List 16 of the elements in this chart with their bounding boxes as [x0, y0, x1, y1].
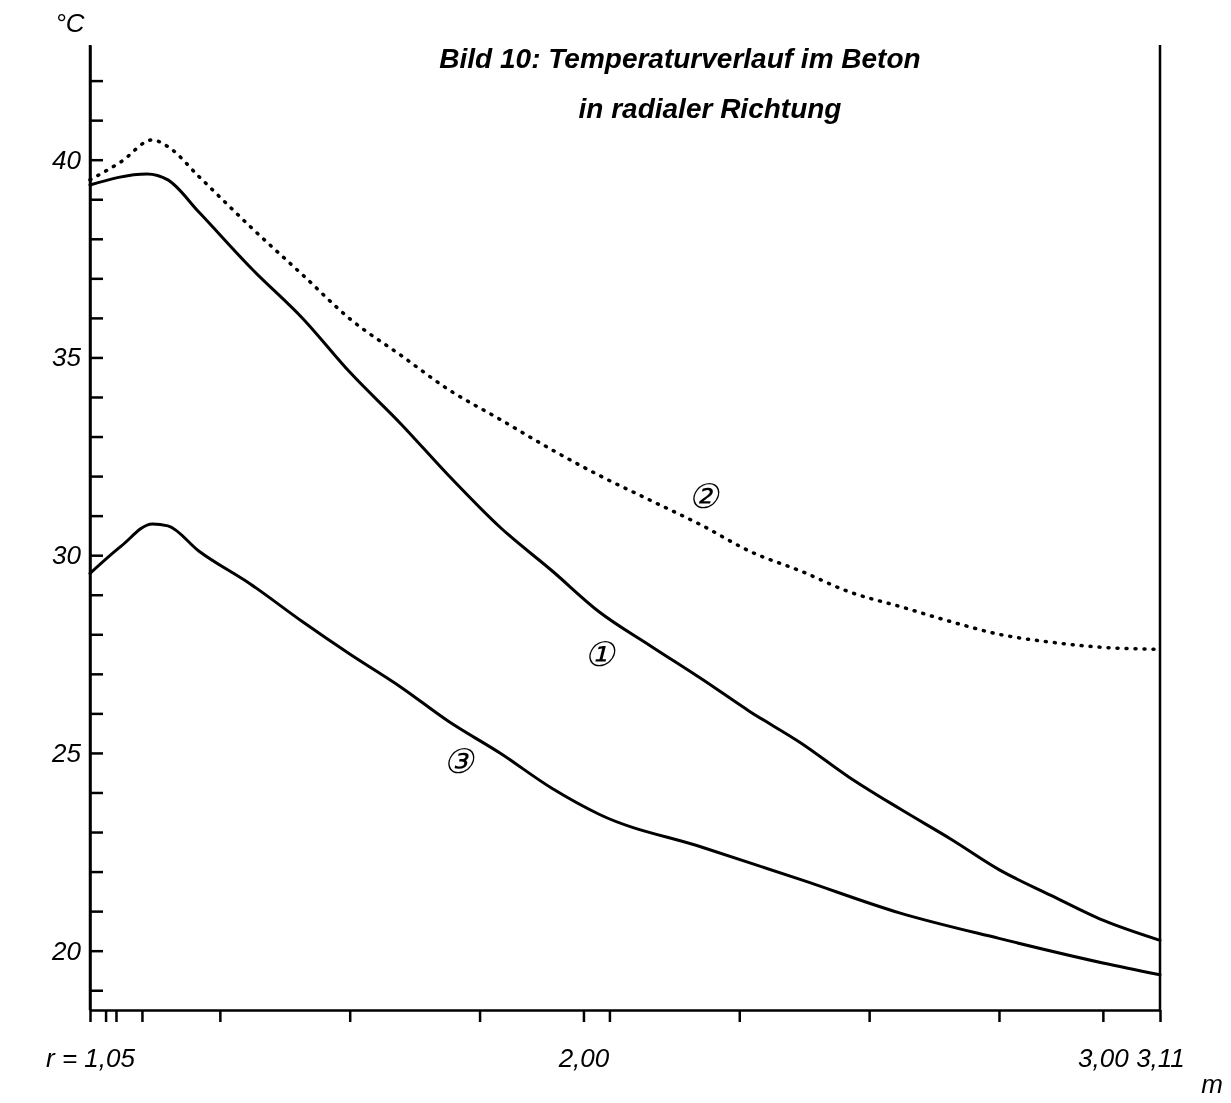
series-label: ③: [443, 742, 476, 781]
y-tick-label: 20: [51, 935, 82, 966]
y-tick-label: 35: [52, 342, 82, 373]
y-tick-label: 30: [52, 540, 82, 570]
x-tick-label: 2,00: [557, 1043, 610, 1074]
x-tick-label: r = 1,05: [46, 1043, 136, 1074]
chart-title: Bild 10: Temperaturverlauf im Beton: [439, 43, 921, 74]
x-tick-label: 3,00: [1078, 1043, 1130, 1074]
text: in radialer Richtung: [578, 93, 842, 124]
x-tick-label: 3,11: [1136, 1043, 1185, 1074]
y-tick-label: 40: [52, 144, 82, 175]
series-label: ①: [584, 634, 617, 673]
x-axis-title: m: [1201, 1069, 1223, 1099]
y-tick-label: 25: [51, 737, 82, 768]
series-label: ②: [687, 476, 720, 515]
y-axis-title: °C: [55, 8, 85, 38]
